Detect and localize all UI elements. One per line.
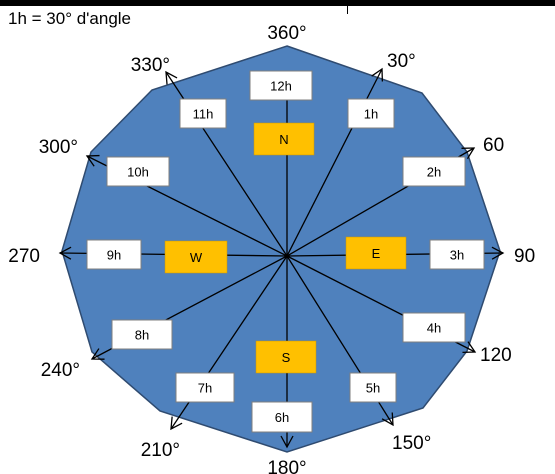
hour-box-9h: 9h — [86, 239, 142, 270]
direction-box-north: N — [253, 122, 315, 156]
hour-box-5h: 5h — [349, 372, 397, 403]
angle-label-a210: 210° — [141, 440, 180, 461]
hour-box-4h: 4h — [402, 312, 466, 343]
header-rule — [0, 0, 555, 6]
hour-label: 11h — [193, 107, 214, 122]
hour-label: 1h — [364, 107, 378, 122]
hour-label: 8h — [135, 328, 149, 343]
arrowhead-icon — [461, 147, 476, 160]
hour-label: 6h — [275, 410, 289, 425]
hour-box-10h: 10h — [106, 156, 170, 187]
hour-label: 3h — [450, 248, 464, 263]
arrowhead-icon — [371, 67, 384, 82]
angle-label-a150: 150° — [392, 433, 431, 454]
angle-label-a330: 330° — [131, 55, 170, 76]
angle-label-a300: 300° — [39, 137, 78, 158]
direction-label: E — [372, 246, 381, 261]
hour-label: 4h — [427, 321, 441, 336]
angle-label-a180: 180° — [267, 458, 306, 474]
arrowhead-icon — [165, 70, 178, 85]
angle-label-a30: 30° — [387, 51, 416, 72]
hour-label: 5h — [366, 381, 380, 396]
hour-box-1h: 1h — [347, 98, 395, 129]
arrowhead-icon — [280, 435, 294, 449]
hour-label: 7h — [198, 381, 212, 396]
arrowhead-icon — [491, 246, 505, 260]
hour-box-3h: 3h — [429, 239, 485, 270]
angle-label-a60: 60 — [483, 135, 504, 156]
angle-label-a120: 120 — [480, 345, 512, 366]
angle-label-a360: 360° — [267, 23, 306, 44]
direction-label: S — [282, 350, 291, 365]
caption: 1h = 30° d'angle — [8, 9, 132, 28]
angle-label-a240: 240° — [41, 360, 80, 381]
hour-label: 2h — [427, 165, 441, 180]
direction-box-east: E — [345, 236, 407, 270]
hour-label: 12h — [270, 79, 292, 94]
arrowhead-icon — [90, 348, 105, 360]
hour-box-7h: 7h — [175, 372, 235, 403]
arrowhead-icon — [381, 412, 394, 427]
direction-box-west: W — [164, 240, 228, 274]
angle-label-a270: 270 — [8, 246, 40, 267]
hour-box-12h: 12h — [249, 70, 313, 101]
arrowhead-icon — [462, 341, 477, 353]
header-divider — [347, 4, 348, 14]
direction-label: N — [279, 132, 288, 147]
hour-label: 10h — [127, 165, 149, 180]
hour-box-6h: 6h — [251, 401, 313, 433]
arrowhead-icon — [170, 416, 183, 431]
hour-box-8h: 8h — [111, 319, 173, 350]
hour-box-2h: 2h — [402, 156, 466, 187]
arrowhead-icon — [58, 246, 72, 260]
direction-label: W — [190, 250, 203, 265]
hour-label: 9h — [107, 248, 121, 263]
arrowhead-icon — [85, 154, 100, 167]
hour-box-11h: 11h — [179, 98, 227, 129]
direction-box-south: S — [255, 340, 317, 374]
angle-label-a90: 90 — [514, 246, 535, 267]
